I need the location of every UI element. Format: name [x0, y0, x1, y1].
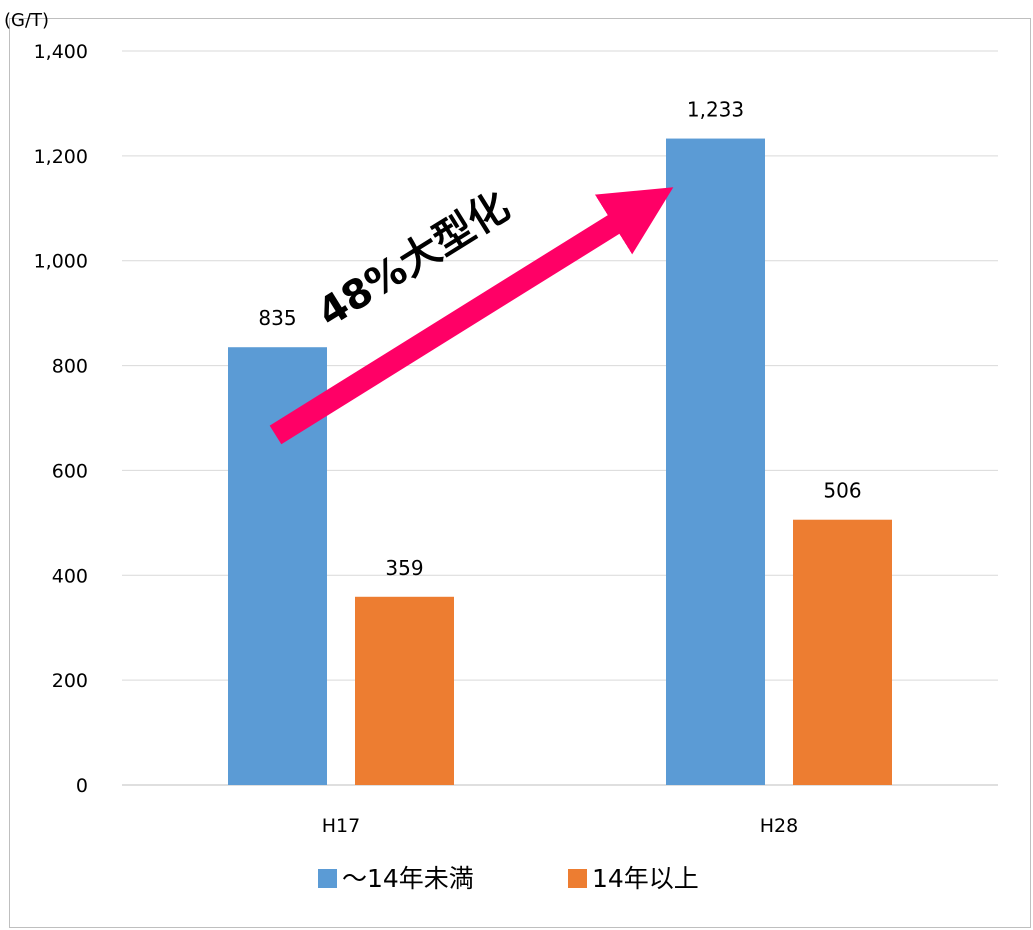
legend-swatch	[318, 869, 337, 888]
y-tick-label: 400	[52, 565, 88, 587]
y-tick-label: 1,000	[34, 251, 88, 273]
y-tick-label: 600	[52, 460, 88, 482]
y-tick-label: 1,200	[34, 146, 88, 168]
data-label: 835	[258, 306, 296, 330]
legend-label: 14年以上	[592, 864, 699, 893]
y-tick-label: 800	[52, 356, 88, 378]
growth-arrow	[269, 187, 674, 445]
bar	[793, 519, 892, 785]
annotation: 48%大型化	[269, 183, 674, 445]
y-tick-label: 1,400	[34, 41, 88, 63]
legend-swatch	[568, 869, 587, 888]
x-tick-label: H28	[760, 815, 798, 837]
x-axis-tick-labels: H17 H28	[322, 815, 798, 837]
bar	[355, 596, 454, 785]
data-label: 506	[823, 479, 861, 503]
x-tick-label: H17	[322, 815, 360, 837]
bars	[228, 138, 892, 785]
data-label: 359	[385, 556, 423, 580]
y-tick-label: 0	[76, 775, 88, 797]
y-axis-unit-label: (G/T)	[4, 10, 49, 31]
bar	[666, 138, 765, 785]
data-labels: 835 359 1,233 506	[258, 98, 861, 580]
data-label: 1,233	[687, 98, 744, 122]
legend-label: ～14年未満	[342, 864, 474, 893]
y-tick-label: 200	[52, 670, 88, 692]
y-axis-tick-labels: 0 200 400 600 800 1,000 1,200 1,400	[34, 41, 88, 797]
legend: ～14年未満 14年以上	[318, 864, 699, 893]
